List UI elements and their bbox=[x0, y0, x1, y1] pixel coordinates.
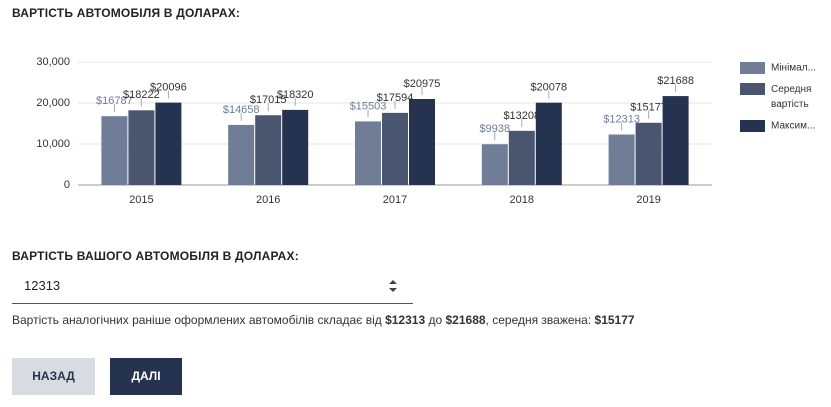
input-value: 12313 bbox=[24, 278, 61, 293]
value-label: $13208 bbox=[503, 110, 540, 122]
summary-min: $12313 bbox=[385, 313, 426, 327]
bar bbox=[128, 110, 155, 185]
bar bbox=[282, 109, 309, 185]
x-tick-label: 2016 bbox=[256, 194, 280, 206]
summary-text: до bbox=[428, 313, 443, 327]
legend-swatch bbox=[740, 120, 765, 132]
bar bbox=[508, 130, 535, 185]
value-label: $14658 bbox=[223, 104, 260, 116]
back-button[interactable]: НАЗАД bbox=[12, 358, 95, 395]
value-label: $15177 bbox=[630, 102, 667, 114]
legend-swatch bbox=[740, 83, 765, 95]
bar bbox=[608, 134, 635, 185]
x-tick-label: 2017 bbox=[383, 194, 407, 206]
bar bbox=[355, 121, 381, 185]
y-tick-label: 0 bbox=[64, 179, 70, 191]
bar bbox=[662, 96, 689, 185]
legend-label: Середня вартість bbox=[771, 84, 811, 110]
bar bbox=[409, 99, 435, 185]
bar bbox=[481, 144, 508, 185]
value-label: $9938 bbox=[480, 123, 511, 135]
value-label: $18222 bbox=[123, 89, 160, 101]
value-label: $16787 bbox=[96, 95, 133, 107]
value-label: $18320 bbox=[277, 89, 314, 101]
value-label: $21688 bbox=[657, 75, 694, 87]
chart: 0 10,000 20,000 30,000 2015 $16787$18222$2009… bbox=[36, 56, 816, 206]
summary-text: , середня зважена: bbox=[485, 313, 592, 327]
x-tick-label: 2019 bbox=[636, 194, 660, 206]
next-button[interactable]: ДАЛІ bbox=[110, 358, 182, 395]
page-title: ВАРТІСТЬ АВТОМОБІЛЯ В ДОЛАРАХ: bbox=[12, 6, 241, 20]
bar bbox=[255, 115, 282, 185]
value-label: $17015 bbox=[250, 94, 287, 106]
bar bbox=[635, 122, 662, 185]
bar bbox=[101, 116, 128, 185]
bar bbox=[535, 102, 562, 185]
summary: Вартість аналогічних раніше оформлених а… bbox=[12, 313, 635, 327]
summary-avg: $15177 bbox=[594, 313, 635, 327]
legend-label: Мінімал... bbox=[771, 63, 816, 74]
legend-label: Максим... bbox=[771, 121, 815, 132]
x-tick-label: 2018 bbox=[510, 194, 534, 206]
spinner[interactable] bbox=[388, 279, 398, 293]
bar bbox=[155, 102, 182, 185]
value-label: $20078 bbox=[530, 82, 567, 94]
form-label: ВАРТІСТЬ ВАШОГО АВТОМОБІЛЯ В ДОЛАРАХ: bbox=[12, 249, 299, 263]
value-label: $20975 bbox=[404, 78, 441, 90]
number-input[interactable]: 12313 bbox=[12, 270, 413, 304]
legend-swatch bbox=[740, 62, 765, 74]
y-tick-label: 30,000 bbox=[36, 56, 70, 68]
bar bbox=[382, 112, 408, 185]
summary-text: Вартість аналогічних раніше оформлених а… bbox=[12, 313, 382, 327]
value-label: $15503 bbox=[350, 100, 387, 112]
y-tick-label: 10,000 bbox=[36, 138, 70, 150]
value-label: $20096 bbox=[150, 82, 187, 94]
y-tick-label: 20,000 bbox=[36, 97, 70, 109]
value-label: $17594 bbox=[377, 92, 414, 104]
summary-max: $21688 bbox=[445, 313, 486, 327]
value-label: $12313 bbox=[603, 113, 640, 125]
x-tick-label: 2015 bbox=[129, 194, 153, 206]
bar bbox=[228, 124, 255, 185]
